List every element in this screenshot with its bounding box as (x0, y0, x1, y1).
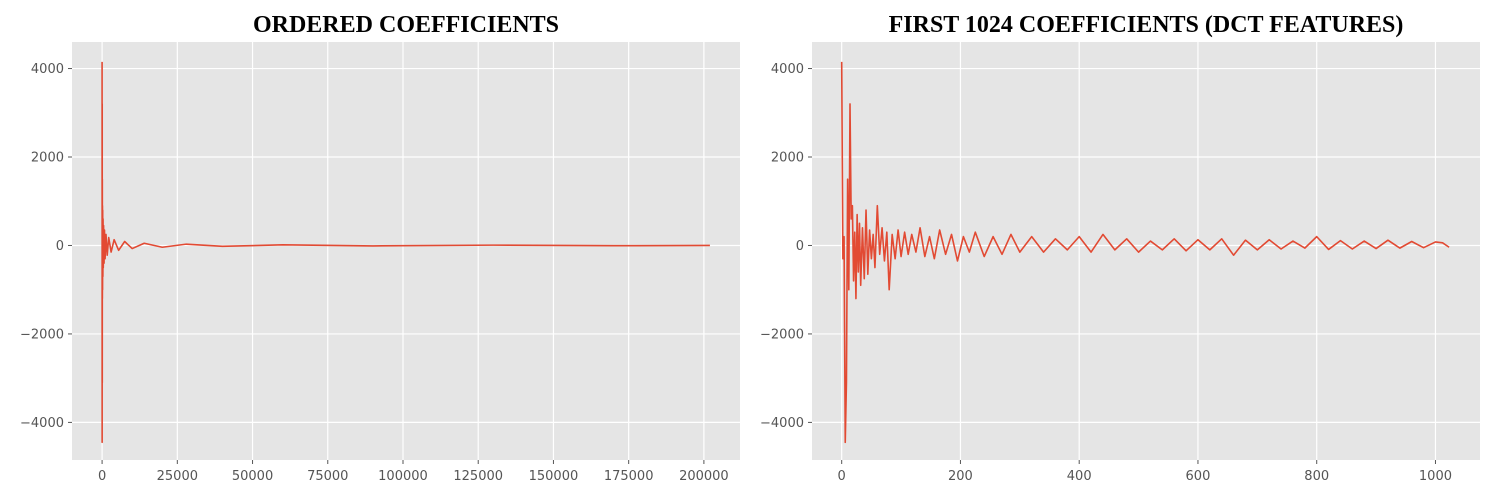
x-tick-label: 175000 (604, 469, 654, 484)
x-tick-label: 200000 (679, 469, 729, 484)
subplot-2: 0 200 400 600 800 1000 −4000 −2000 0 2000 4000 FIRS… (760, 12, 1480, 484)
x-tick-label: 150000 (529, 469, 579, 484)
x-tick-label: 800 (1304, 469, 1329, 484)
y-tick-label: 0 (56, 239, 64, 254)
x-tick-label: 75000 (307, 469, 348, 484)
series-line (840, 61, 1450, 444)
x-tick-label: 125000 (453, 469, 503, 484)
x-tick-label: 0 (838, 469, 846, 484)
x-tick-label: 100000 (378, 469, 428, 484)
x-tick-label: 1000 (1419, 469, 1452, 484)
y-tick-label: −4000 (20, 416, 64, 431)
x-tick-label: 400 (1067, 469, 1092, 484)
chart-title: ORDERED COEFFICIENTS (253, 12, 559, 38)
x-tick-label: 25000 (157, 469, 198, 484)
y-tick-label: −2000 (760, 327, 804, 342)
y-tick-label: 4000 (771, 62, 804, 77)
x-tick-label: 600 (1186, 469, 1211, 484)
subplot-1: 0 25000 50000 75000 100000 125000 150000 175000… (20, 12, 740, 484)
y-tick-label: 2000 (31, 151, 64, 166)
series-line (101, 61, 710, 444)
y-tick-label: 4000 (31, 62, 64, 77)
x-tick-label: 200 (948, 469, 973, 484)
y-tick-label: −2000 (20, 327, 64, 342)
x-tick-label: 50000 (232, 469, 273, 484)
y-tick-label: 2000 (771, 151, 804, 166)
plot-area (72, 42, 740, 460)
x-tick-label: 0 (98, 469, 106, 484)
chart-title: FIRST 1024 COEFFICIENTS (DCT FEATURES) (889, 12, 1404, 38)
plot-area (812, 42, 1480, 460)
y-tick-label: −4000 (760, 416, 804, 431)
y-tick-label: 0 (796, 239, 804, 254)
